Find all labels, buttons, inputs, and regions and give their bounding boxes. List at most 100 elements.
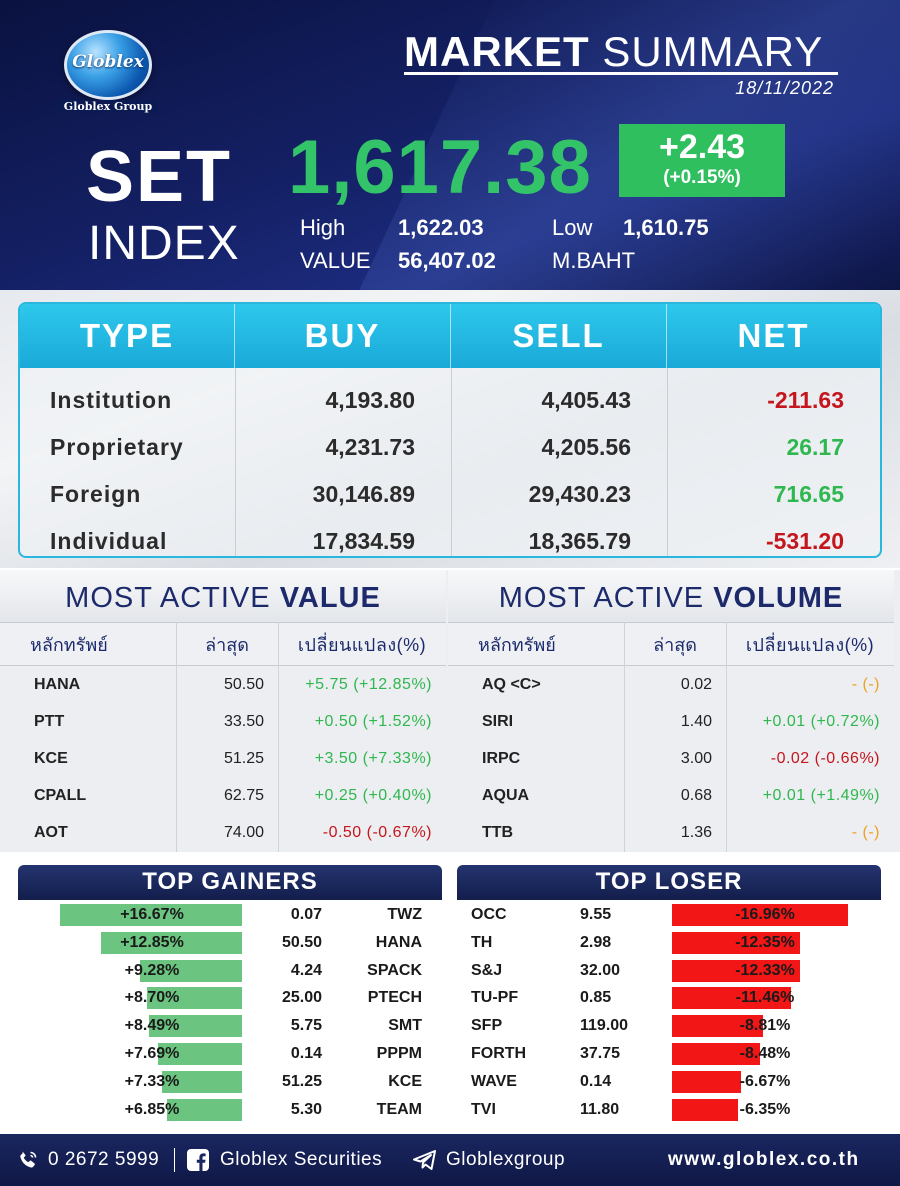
loser-price: 0.85: [580, 989, 612, 1007]
loser-bar: [672, 1098, 738, 1121]
facebook-link[interactable]: Globlex Securities: [220, 1149, 383, 1170]
gainer-price: 0.07: [290, 906, 322, 923]
set-label: SET: [86, 137, 233, 217]
header-type: TYPE: [20, 304, 235, 368]
last-price: 1.40: [680, 712, 712, 730]
buy-value: 17,834.59: [312, 528, 415, 554]
loser-bar: [672, 1043, 760, 1065]
gainer-symbol: TEAM: [376, 1100, 422, 1118]
investor-type: Foreign: [50, 481, 142, 507]
price-change: -0.02 (-0.66%): [770, 749, 880, 767]
low-label: Low: [552, 215, 593, 240]
header-buy: BUY: [235, 304, 451, 368]
most-active-value-header: หลักทรัพย์ ล่าสุด เปลี่ยนแปลง(%): [0, 622, 446, 666]
high-value: 1,622.03: [398, 215, 484, 240]
gainer-pct: +9.28%: [124, 961, 180, 979]
price-change: +5.75 (+12.85%): [305, 675, 432, 693]
table-row: AQ <C> 0.02 - (-): [448, 666, 894, 703]
loser-symbol: TU-PF: [471, 989, 519, 1007]
top-loser-title: TOP LOSER: [457, 865, 881, 898]
index-change-badge: +2.43 (+0.15%): [619, 124, 785, 197]
header-last: ล่าสุด: [205, 634, 249, 655]
last-price: 3.00: [680, 749, 712, 767]
gainer-price: 5.30: [290, 1100, 322, 1118]
symbol: SIRI: [482, 712, 514, 730]
loser-pct: -11.46%: [735, 989, 795, 1007]
index-change: +2.43: [658, 128, 746, 166]
investor-type: Individual: [50, 528, 168, 554]
most-active-volume-title: MOST ACTIVE VOLUME: [448, 570, 894, 622]
loser-pct: -12.35%: [735, 933, 795, 951]
loser-bar: [672, 931, 800, 954]
value-value: 56,407.02: [398, 248, 496, 273]
gainer-row: +9.28% 4.24 SPACK: [0, 959, 450, 986]
telegram-icon: [413, 1150, 436, 1170]
logo-group: Globlex Group: [58, 100, 158, 113]
column-divider: [624, 622, 625, 852]
column-divider: [451, 368, 452, 556]
top-gainers-title: TOP GAINERS: [18, 865, 442, 898]
title-light: MOST ACTIVE: [65, 582, 271, 614]
net-value: -531.20: [765, 528, 844, 554]
facebook-icon: [187, 1149, 209, 1171]
loser-symbol: FORTH: [471, 1045, 527, 1062]
price-change: +0.25 (+0.40%): [314, 786, 432, 804]
price-change: +0.01 (+1.49%): [762, 786, 880, 804]
gainer-symbol: PPPM: [376, 1045, 422, 1062]
footer: 0 2672 5999 Globlex Securities Globlexgr…: [0, 1134, 900, 1186]
sell-value: 4,205.56: [541, 434, 631, 460]
gainer-row: +6.85% 5.30 TEAM: [0, 1098, 450, 1125]
table-row: Proprietary 4,231.73 4,205.56 26.17: [20, 424, 880, 471]
investor-section: TYPE BUY SELL NET Institution 4,193.80 4…: [0, 290, 900, 568]
gainer-pct: +7.33%: [124, 1072, 180, 1090]
gainers-underline: [18, 898, 442, 900]
most-active-section: MOST ACTIVE VALUE หลักทรัพย์ ล่าสุด เปลี…: [0, 570, 900, 852]
net-value: 26.17: [786, 434, 844, 460]
investor-table-header: TYPE BUY SELL NET: [20, 304, 880, 368]
symbol: IRPC: [482, 749, 521, 767]
price-change: - (-): [851, 823, 880, 841]
gainer-price: 25.00: [281, 989, 322, 1007]
website-link[interactable]: www.globlex.co.th: [668, 1149, 860, 1170]
loser-symbol: SFP: [471, 1017, 503, 1035]
phone-number[interactable]: 0 2672 5999: [48, 1149, 160, 1170]
sell-value: 4,405.43: [541, 387, 631, 413]
loser-price: 11.80: [580, 1100, 620, 1118]
index-change-pct: (+0.15%): [663, 167, 741, 188]
last-price: 1.36: [680, 823, 712, 841]
header-sell: SELL: [451, 304, 667, 368]
net-value: -211.63: [767, 387, 844, 413]
gainer-bar: [60, 904, 242, 926]
net-value: 716.65: [773, 481, 844, 507]
telegram-link[interactable]: Globlexgroup: [446, 1149, 566, 1170]
globe-icon: [64, 30, 152, 100]
sell-value: 18,365.79: [528, 528, 631, 554]
title-bold: VALUE: [279, 582, 381, 614]
title-bold: VOLUME: [713, 582, 844, 614]
value-unit: M.BAHT: [552, 248, 636, 273]
loser-row: FORTH 37.75 -8.48%: [0, 1043, 900, 1069]
most-active-value-panel: MOST ACTIVE VALUE หลักทรัพย์ ล่าสุด เปลี…: [0, 570, 446, 852]
gainer-price: 51.25: [281, 1072, 322, 1090]
symbol: AQ <C>: [482, 675, 541, 693]
loser-bar: [672, 959, 800, 982]
loser-pct: -16.96%: [735, 906, 795, 923]
header-change: เปลี่ยนแปลง(%): [745, 634, 875, 655]
symbol: CPALL: [34, 786, 87, 804]
gainer-pct: +6.85%: [124, 1100, 180, 1118]
price-change: +0.50 (+1.52%): [314, 712, 432, 730]
table-row: AQUA 0.68 +0.01 (+1.49%): [448, 777, 894, 814]
column-divider: [667, 368, 668, 556]
gainer-pct: +16.67%: [120, 906, 184, 923]
column-divider: [235, 368, 236, 556]
loser-symbol: OCC: [471, 906, 507, 923]
gainer-row: +8.49% 5.75 SMT: [0, 1015, 450, 1041]
last-price: 33.50: [223, 712, 264, 730]
loser-row: S&J 32.00 -12.33%: [0, 959, 900, 986]
gainer-bar: [167, 1098, 242, 1121]
loser-bar: [672, 904, 848, 926]
index-label: INDEX: [88, 217, 240, 270]
table-row: TTB 1.36 - (-): [448, 814, 894, 851]
loser-pct: -12.33%: [735, 961, 795, 979]
gainer-symbol: KCE: [388, 1072, 422, 1090]
